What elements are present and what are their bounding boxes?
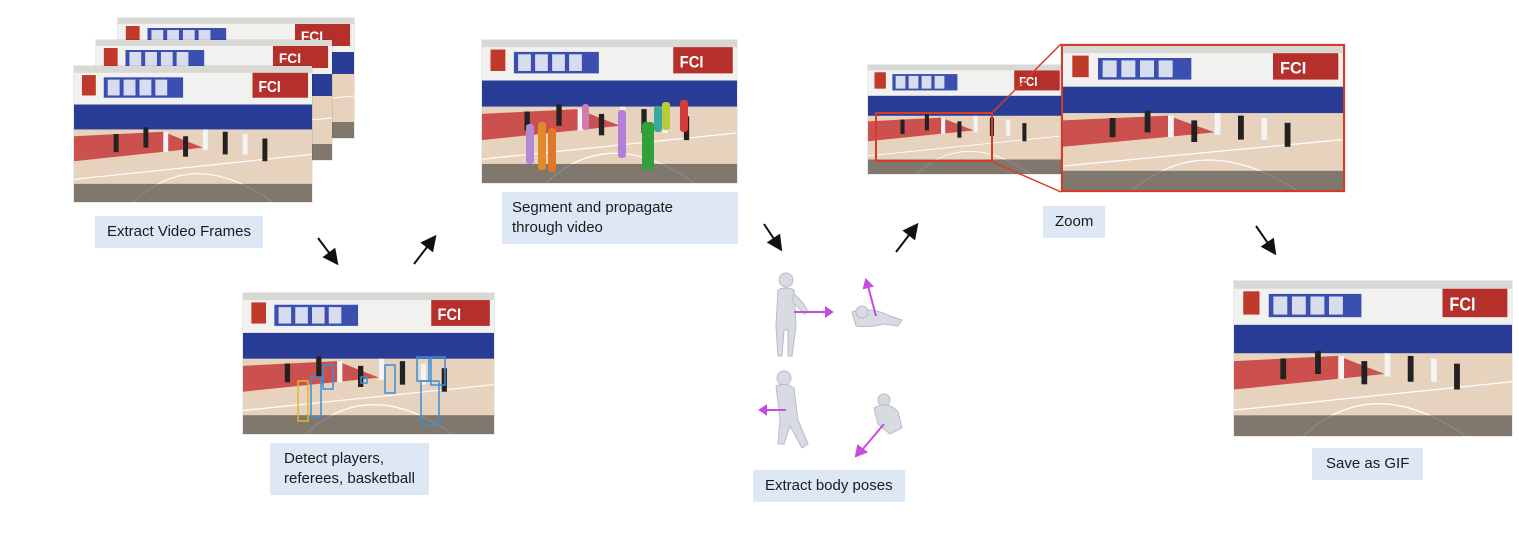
zoomed-frame: FCI [1061, 44, 1345, 192]
player-box [322, 364, 334, 390]
player-mask [662, 102, 670, 130]
pose-arrow [794, 306, 834, 318]
video-frame-front: FCI [74, 66, 312, 202]
zoom-source-frame: FCI [868, 65, 1063, 174]
detect-text-line2: referees, basketball [284, 470, 415, 487]
banner-text: FCI [438, 306, 462, 324]
player-mask [680, 100, 688, 132]
pose-arrow [854, 423, 885, 458]
body-pose-standing [775, 272, 809, 357]
body-poses-figure [758, 272, 903, 458]
segment-text-line2: through video [512, 219, 603, 236]
body-pose-crouched [873, 393, 903, 435]
pose-arrow [758, 404, 786, 416]
banner-text: FCI [1449, 294, 1475, 315]
banner-text: FCI [1280, 58, 1306, 77]
pose-arrow [862, 278, 877, 317]
banner-text: FCI [301, 28, 323, 44]
court-scene-image: FCI [74, 66, 312, 202]
banner-text: FCI [258, 79, 280, 96]
player-mask [642, 122, 654, 170]
player-box [384, 364, 396, 394]
save-gif-label: Save as GIF [1312, 448, 1424, 480]
banner-text: FCI [279, 50, 301, 66]
court-scene-image: FCI [1063, 46, 1343, 190]
referee-box [297, 380, 309, 422]
player-box [430, 356, 446, 386]
body-poses-label: Extract body poses [753, 470, 905, 502]
extract-frames-text: Extract Video Frames [107, 223, 251, 240]
ball-box [360, 376, 368, 384]
player-mask [538, 122, 546, 170]
zoom-label: Zoom [1043, 206, 1106, 238]
extract-frames-label: Extract Video Frames [95, 216, 263, 248]
court-scene-image: FCI [482, 40, 737, 183]
player-box [420, 380, 440, 426]
zoom-region-box [875, 112, 993, 162]
detect-label: Detect players, referees, basketball [270, 443, 429, 495]
detection-boxes [297, 356, 446, 426]
player-mask [582, 104, 589, 130]
segment-label: Segment and propagate through video [502, 192, 738, 244]
video-frames-stack: FCI FCI [74, 18, 356, 204]
save-gif-text: Save as GIF [1326, 455, 1410, 472]
segmentation-frame: FCI [482, 40, 737, 183]
segmentation-masks [526, 100, 688, 172]
player-mask [548, 128, 556, 172]
player-mask [526, 124, 534, 164]
banner-text: FCI [680, 54, 704, 72]
body-pose-running [775, 370, 809, 449]
player-box [310, 376, 322, 418]
detect-text-line1: Detect players, [284, 450, 385, 467]
court-scene-image: FCI [868, 65, 1063, 174]
player-mask [654, 106, 662, 132]
gif-output-frame: FCI [1234, 281, 1512, 436]
body-poses-text: Extract body poses [765, 477, 893, 494]
banner-text: FCI [1019, 74, 1037, 89]
court-scene-image: FCI [1234, 281, 1512, 436]
segment-text-line1: Segment and propagate [512, 199, 673, 216]
player-mask [618, 110, 626, 158]
zoom-text: Zoom [1055, 213, 1094, 230]
body-pose-lying [851, 305, 903, 328]
